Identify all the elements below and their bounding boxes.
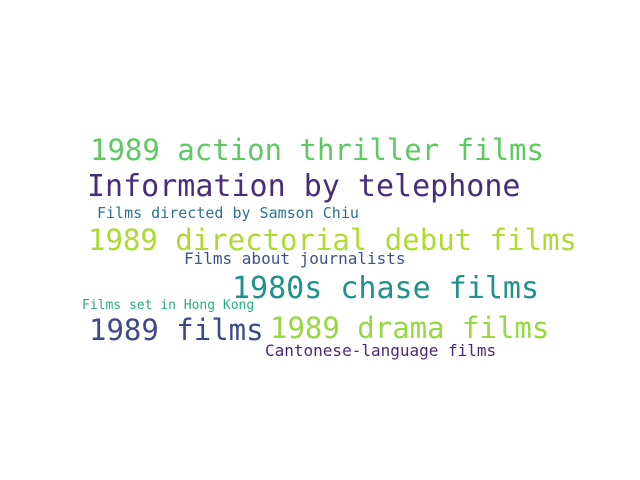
word-1989-action-thriller-films: 1989 action thriller films [90,133,544,167]
word-cantonese-language-films: Cantonese-language films [265,341,497,360]
word-1989-films: 1989 films [89,313,264,347]
word-information-by-telephone: Information by telephone [87,169,521,204]
word-films-directed-by-samson-chiu: Films directed by Samson Chiu [97,204,359,222]
word-1980s-chase-films: 1980s chase films [232,271,540,306]
word-films-set-in-hong-kong: Films set in Hong Kong [82,298,255,313]
word-1989-drama-films: 1989 drama films [270,311,550,345]
word-1989-directorial-debut-films: 1989 directorial debut films [88,223,577,257]
word-films-about-journalists: Films about journalists [184,249,406,268]
